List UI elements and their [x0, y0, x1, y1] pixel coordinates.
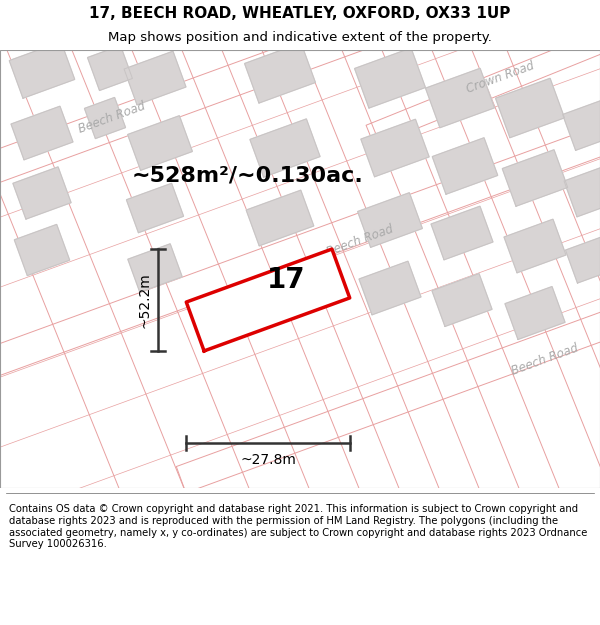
Polygon shape	[433, 138, 497, 194]
Polygon shape	[246, 190, 314, 246]
Polygon shape	[505, 287, 565, 339]
Polygon shape	[245, 43, 316, 103]
Polygon shape	[128, 116, 193, 170]
Polygon shape	[88, 46, 133, 91]
Polygon shape	[128, 244, 182, 292]
Polygon shape	[563, 96, 600, 150]
Polygon shape	[85, 98, 125, 139]
Polygon shape	[127, 183, 184, 232]
Polygon shape	[425, 68, 494, 128]
Polygon shape	[496, 78, 565, 138]
Polygon shape	[361, 119, 429, 177]
Polygon shape	[355, 48, 425, 108]
Polygon shape	[11, 106, 73, 160]
Text: Beech Road: Beech Road	[510, 342, 580, 378]
Polygon shape	[176, 227, 600, 493]
Text: 17, BEECH ROAD, WHEATLEY, OXFORD, OX33 1UP: 17, BEECH ROAD, WHEATLEY, OXFORD, OX33 1…	[89, 6, 511, 21]
Text: ~52.2m: ~52.2m	[137, 272, 151, 328]
Polygon shape	[366, 21, 600, 146]
Polygon shape	[431, 206, 493, 260]
Polygon shape	[0, 101, 600, 386]
Polygon shape	[13, 167, 71, 219]
Polygon shape	[432, 274, 492, 326]
Polygon shape	[124, 51, 186, 105]
Polygon shape	[359, 261, 421, 315]
Text: Crown Road: Crown Road	[464, 59, 536, 96]
Polygon shape	[250, 119, 320, 177]
Polygon shape	[186, 249, 350, 351]
Polygon shape	[10, 42, 74, 98]
Text: ~528m²/~0.130ac.: ~528m²/~0.130ac.	[132, 166, 364, 186]
Text: Contains OS data © Crown copyright and database right 2021. This information is : Contains OS data © Crown copyright and d…	[9, 504, 587, 549]
Polygon shape	[566, 233, 600, 283]
Text: ~27.8m: ~27.8m	[240, 453, 296, 467]
Polygon shape	[564, 163, 600, 217]
Text: Beech Road: Beech Road	[77, 100, 147, 136]
Polygon shape	[14, 224, 70, 276]
Text: Map shows position and indicative extent of the property.: Map shows position and indicative extent…	[108, 31, 492, 44]
Text: Beech Road: Beech Road	[325, 223, 395, 259]
Polygon shape	[0, 0, 464, 253]
Polygon shape	[358, 192, 422, 248]
Polygon shape	[504, 219, 566, 272]
Polygon shape	[502, 150, 568, 206]
Text: 17: 17	[266, 266, 305, 294]
